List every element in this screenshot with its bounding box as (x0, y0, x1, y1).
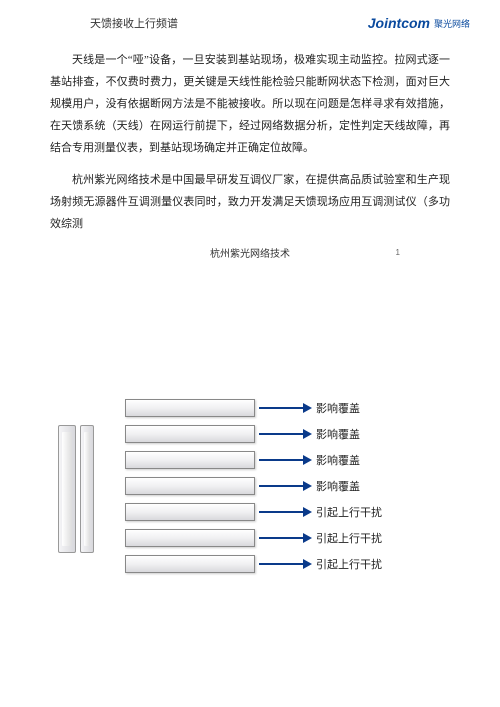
bar-row: 影响覆盖 (125, 473, 382, 499)
bar-label: 影响覆盖 (316, 452, 360, 468)
arrow-icon (259, 481, 312, 491)
bar-label: 引起上行干扰 (316, 556, 382, 572)
logo-text: Jointcom (368, 15, 430, 31)
bar-shape (125, 425, 255, 443)
bar-label: 引起上行干扰 (316, 530, 382, 546)
arrow-icon (259, 507, 312, 517)
page-number: 1 (396, 245, 400, 261)
antenna-icon-left (58, 425, 76, 553)
arrow-icon (259, 533, 312, 543)
body-text: 天线是一个“哑”设备，一旦安装到基站现场，极难实现主动监控。拉网式逐一基站排查，… (0, 31, 500, 265)
bar-row: 影响覆盖 (125, 421, 382, 447)
footer-center: 杭州紫光网络技术 (210, 249, 290, 260)
bar-shape (125, 503, 255, 521)
bar-row: 影响覆盖 (125, 395, 382, 421)
bar-shape (125, 477, 255, 495)
bar-label: 影响覆盖 (316, 426, 360, 442)
bar-shape (125, 529, 255, 547)
bar-label: 影响覆盖 (316, 400, 360, 416)
bar-row: 引起上行干扰 (125, 551, 382, 577)
arrow-icon (259, 429, 312, 439)
bar-label: 引起上行干扰 (316, 504, 382, 520)
bar-row: 引起上行干扰 (125, 499, 382, 525)
footer: 杭州紫光网络技术 1 (50, 245, 450, 265)
logo-cn: 聚光网络 (434, 17, 470, 30)
paragraph-1: 天线是一个“哑”设备，一旦安装到基站现场，极难实现主动监控。拉网式逐一基站排查，… (50, 49, 450, 159)
arrow-icon (259, 559, 312, 569)
bar-row: 影响覆盖 (125, 447, 382, 473)
bar-shape (125, 451, 255, 469)
bar-group: 影响覆盖 影响覆盖 影响覆盖 影响覆盖 引起上行干扰 引起上行干扰 (125, 395, 382, 577)
arrow-icon (259, 455, 312, 465)
antenna-icon-right (80, 425, 94, 553)
bar-shape (125, 399, 255, 417)
arrow-icon (259, 403, 312, 413)
diagram: 影响覆盖 影响覆盖 影响覆盖 影响覆盖 引起上行干扰 引起上行干扰 (0, 395, 500, 645)
paragraph-2: 杭州紫光网络技术是中国最早研发互调仪厂家，在提供高品质试验室和生产现场射频无源器… (50, 169, 450, 235)
logo: Jointcom 聚光网络 (368, 15, 470, 31)
bar-row: 引起上行干扰 (125, 525, 382, 551)
page-header-title: 天馈接收上行频谱 (90, 15, 178, 31)
bar-shape (125, 555, 255, 573)
bar-label: 影响覆盖 (316, 478, 360, 494)
